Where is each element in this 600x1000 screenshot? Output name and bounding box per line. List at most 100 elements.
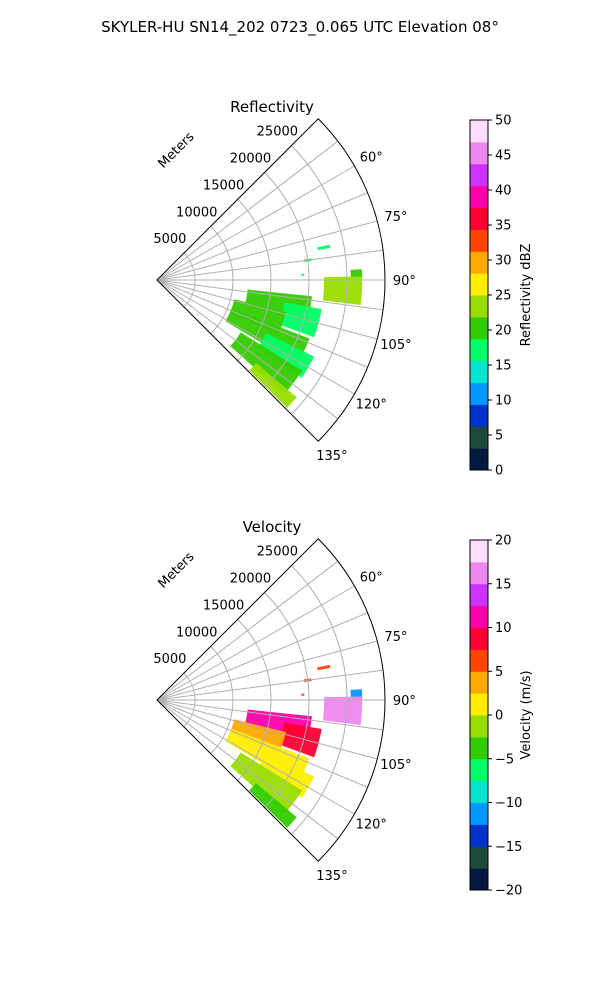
azimuth-tick-label: 105° bbox=[380, 338, 411, 353]
colorbar-tick-label: 35 bbox=[495, 219, 512, 234]
colorbar-swatch-2 bbox=[470, 824, 488, 847]
radial-tick-label: 20000 bbox=[230, 572, 271, 587]
colorbar-tick-label: 10 bbox=[495, 621, 512, 636]
azimuth-spoke-825 bbox=[156, 249, 384, 281]
colorbar-swatch-0 bbox=[470, 868, 488, 891]
azimuth-spoke-600 bbox=[156, 585, 355, 701]
azimuth-spoke-825 bbox=[156, 669, 384, 701]
colorbar-tick-label: 30 bbox=[495, 254, 512, 269]
colorbar-swatch-15 bbox=[470, 540, 488, 563]
azimuth-spoke-1050 bbox=[156, 699, 378, 760]
azimuth-tick-label: 120° bbox=[356, 398, 387, 413]
colorbar-label: Velocity (m/s) bbox=[519, 670, 534, 759]
radial-tick-label: 15000 bbox=[203, 598, 244, 613]
echo-cell-2 bbox=[301, 693, 305, 696]
echo-cell-4 bbox=[322, 696, 363, 726]
radial-axis-label: Meters bbox=[156, 129, 198, 171]
echo-cell-6 bbox=[278, 302, 322, 338]
colorbar-swatch-11 bbox=[470, 207, 488, 230]
colorbar-swatch-10 bbox=[470, 649, 488, 672]
colorbar-swatch-7 bbox=[470, 295, 488, 318]
colorbar-swatch-5 bbox=[470, 338, 488, 362]
azimuth-spoke-750 bbox=[156, 220, 378, 281]
colorbar-tick-label: −15 bbox=[495, 840, 522, 855]
radial-tick-label: 25000 bbox=[257, 545, 298, 560]
colorbar-swatch-7 bbox=[470, 715, 488, 738]
azimuth-spoke-1050 bbox=[156, 279, 378, 340]
echo-cell-11 bbox=[249, 363, 297, 408]
colorbar-swatch-0 bbox=[470, 448, 488, 471]
radial-tick-label: 5000 bbox=[153, 232, 186, 247]
echo-cell-6 bbox=[278, 722, 322, 758]
colorbar-swatch-15 bbox=[470, 120, 488, 143]
azimuth-spoke-1200 bbox=[156, 279, 355, 395]
azimuth-spoke-975 bbox=[156, 279, 384, 311]
panel-title: Velocity bbox=[243, 518, 302, 536]
colorbar-tick-label: 5 bbox=[495, 429, 503, 444]
colorbar-swatch-9 bbox=[470, 671, 488, 694]
colorbar-tick-label: 15 bbox=[495, 577, 512, 592]
azimuth-spoke-675 bbox=[156, 192, 368, 281]
azimuth-spoke-1125 bbox=[156, 699, 368, 788]
azimuth-spoke-1200 bbox=[156, 699, 355, 815]
colorbar-tick-label: 10 bbox=[495, 394, 512, 409]
colorbar-swatch-11 bbox=[470, 627, 488, 650]
colorbar-tick-label: 40 bbox=[495, 184, 512, 199]
radial-tick-label: 25000 bbox=[257, 125, 298, 140]
colorbar-swatch-8 bbox=[470, 273, 488, 296]
colorbar-tick-label: 20 bbox=[495, 324, 512, 339]
azimuth-spoke-1275 bbox=[156, 279, 339, 420]
colorbar-tick-label: 20 bbox=[495, 534, 512, 549]
velocity-panel: Velocity 60° 75° 90° 105° 120° 135° 5000 10000 15… bbox=[153, 518, 534, 899]
azimuth-tick-label: 135° bbox=[316, 449, 347, 464]
colorbar-swatch-2 bbox=[470, 404, 488, 427]
echo-cell-0 bbox=[317, 244, 331, 251]
colorbar-swatch-14 bbox=[470, 141, 488, 165]
colorbar-tick-label: 0 bbox=[495, 709, 503, 724]
colorbar-swatch-12 bbox=[470, 185, 488, 209]
colorbar-swatch-13 bbox=[470, 163, 488, 187]
colorbar-swatch-10 bbox=[470, 229, 488, 252]
azimuth-spoke-675 bbox=[156, 612, 368, 701]
azimuth-spoke-975 bbox=[156, 699, 384, 731]
colorbar-swatch-13 bbox=[470, 583, 488, 607]
colorbar-tick-label: −20 bbox=[495, 884, 522, 899]
echo-cell-4 bbox=[322, 276, 363, 306]
azimuth-tick-label: 75° bbox=[384, 210, 407, 225]
radial-tick-label: 10000 bbox=[176, 625, 217, 640]
echo-cell-9 bbox=[257, 753, 315, 798]
echo-cell-2 bbox=[301, 273, 305, 276]
reflectivity-panel: Reflectivity60°75°90°105°120°135°5000100… bbox=[153, 98, 534, 479]
azimuth-spoke-750 bbox=[156, 640, 378, 701]
echo-cell-3 bbox=[350, 689, 363, 699]
colorbar-swatch-8 bbox=[470, 693, 488, 716]
radial-tick-label: 20000 bbox=[230, 152, 271, 167]
colorbar-tick-label: −10 bbox=[495, 796, 522, 811]
colorbar-label: Reflectivity dBZ bbox=[519, 244, 534, 347]
echo-cell-3 bbox=[350, 269, 363, 279]
colorbar-swatch-9 bbox=[470, 251, 488, 274]
echo-cell-0 bbox=[317, 664, 331, 671]
azimuth-spoke-1275 bbox=[156, 699, 339, 840]
velocity-m-s-colorbar: −20 −15 −10 −5 0 5 10 15 20 Velocity (m/s) bbox=[469, 534, 534, 899]
colorbar-swatch-4 bbox=[470, 780, 488, 804]
colorbar-tick-label: 50 bbox=[495, 114, 512, 129]
azimuth-tick-label: 90° bbox=[393, 694, 416, 709]
colorbar-swatch-14 bbox=[470, 561, 488, 585]
colorbar-swatch-3 bbox=[470, 382, 488, 405]
colorbar-swatch-6 bbox=[470, 736, 488, 760]
radial-tick-label: 15000 bbox=[203, 178, 244, 193]
colorbar-swatch-5 bbox=[470, 758, 488, 782]
azimuth-tick-label: 60° bbox=[360, 570, 383, 585]
azimuth-tick-label: 120° bbox=[356, 818, 387, 833]
colorbar-swatch-6 bbox=[470, 316, 488, 340]
colorbar-swatch-4 bbox=[470, 360, 488, 384]
colorbar-tick-label: 15 bbox=[495, 359, 512, 374]
colorbar-swatch-3 bbox=[470, 802, 488, 825]
azimuth-tick-label: 75° bbox=[384, 630, 407, 645]
figure-suptitle: SKYLER-HU SN14_202 0723_0.065 UTC Elevat… bbox=[101, 18, 499, 37]
azimuth-tick-label: 90° bbox=[393, 274, 416, 289]
colorbar-swatch-1 bbox=[470, 426, 488, 449]
radial-axis-label: Meters bbox=[156, 549, 198, 591]
